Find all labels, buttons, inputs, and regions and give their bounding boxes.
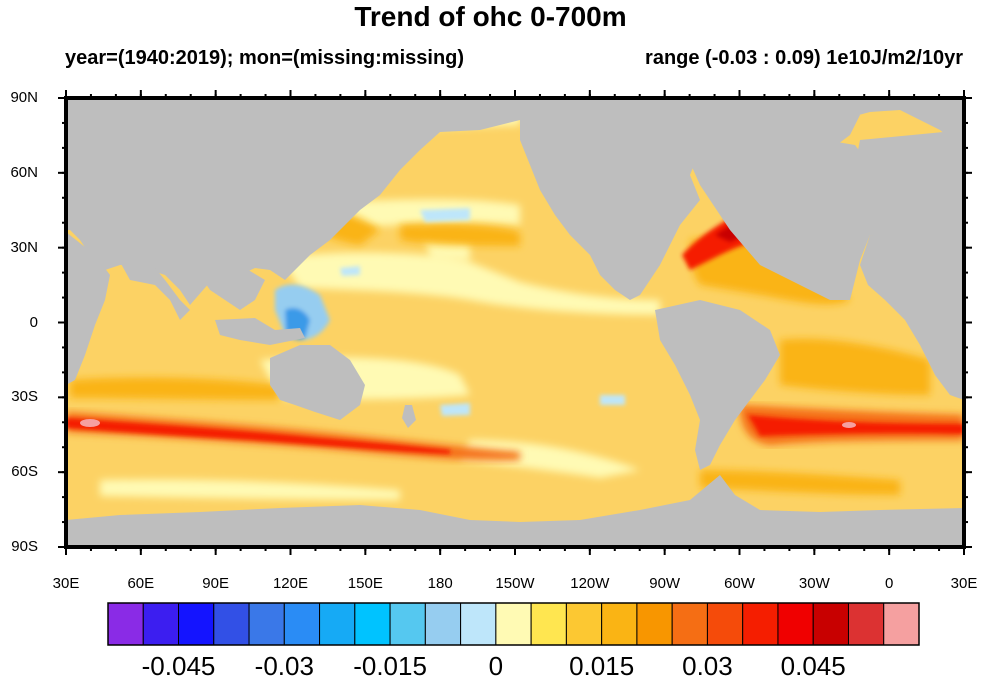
land-europe [855, 130, 964, 235]
lon-tick-label: 30W [798, 575, 830, 592]
land-north-america [520, 98, 760, 300]
land-africa [860, 235, 964, 400]
colorbar-swatch [636, 602, 673, 646]
land-indonesia [215, 318, 305, 345]
lat-tick-label: 60S [11, 463, 38, 481]
hotspot-indian-ocean [80, 419, 100, 427]
colorbar-label: -0.045 [141, 651, 216, 681]
land-australia [270, 345, 365, 420]
colorbar-label: 0.045 [780, 651, 846, 681]
colorbar-swatch [178, 602, 215, 646]
subtitle-right: range (-0.03 : 0.09) 1e10J/m2/10yr [645, 47, 963, 69]
lat-tick-label: 30S [11, 388, 38, 406]
colorbar-swatch [107, 602, 144, 646]
colorbar-swatch [883, 602, 920, 646]
lon-tick-label: 90E [202, 575, 229, 592]
lon-tick-label: 150E [347, 575, 383, 592]
colorbar-swatch [742, 602, 779, 646]
colorbar-swatch [601, 602, 638, 646]
colorbar-swatch [495, 602, 532, 646]
lon-tick-label: 30E [950, 575, 978, 592]
hotspot-south-atlantic [842, 422, 856, 428]
colorbar-swatch [530, 602, 567, 646]
colorbar-swatch [565, 602, 603, 646]
lat-tick-label: 90S [11, 538, 38, 555]
land-antarctica [66, 475, 964, 547]
land-masses [66, 98, 964, 547]
lon-tick-label: 180 [427, 575, 453, 592]
colorbar-swatch [812, 602, 849, 646]
lat-tick-label: 90N [10, 89, 38, 106]
colorbar-swatch [389, 602, 426, 646]
land-greenland [760, 100, 860, 155]
lon-tick-label: 150W [495, 575, 535, 592]
lat-tick-label: 30N [10, 238, 38, 256]
colorbar-label: -0.03 [254, 651, 314, 681]
colorbar-swatch [354, 602, 391, 646]
colorbar-swatch [706, 602, 744, 646]
lon-tick-label: 120W [570, 575, 610, 592]
colorbar-swatch [671, 602, 708, 646]
land-south-america [655, 300, 780, 470]
lon-tick-label: 120E [272, 575, 309, 592]
axis-ticks [58, 90, 972, 555]
colorbar-swatch [319, 602, 356, 646]
lon-tick-label: 90W [649, 575, 681, 592]
lat-tick-label: 60N [10, 163, 38, 181]
plot-title: Trend of ohc 0-700m [354, 1, 627, 32]
southern-ocean-band [66, 405, 964, 461]
colorbar-swatch [248, 602, 285, 646]
land-africa-east [66, 232, 110, 385]
colorbar-swatch [847, 602, 885, 646]
colorbar-swatch [777, 602, 814, 646]
lon-tick-label: 0 [884, 575, 894, 592]
colorbar-swatch [283, 602, 321, 646]
colorbar-label: 0.015 [569, 651, 635, 681]
colorbar-swatch [213, 602, 250, 646]
subtitle-left: year=(1940:2019); mon=(missing:missing) [65, 47, 465, 69]
colorbar-label: 0 [488, 651, 504, 681]
land-eurasia [66, 98, 964, 305]
colorbar [107, 602, 920, 646]
map-panel [66, 98, 964, 547]
lon-tick-label: 60W [724, 575, 755, 592]
lon-tick-label: 60E [127, 575, 155, 592]
colorbar-swatch [142, 602, 180, 646]
colorbar-swatch [460, 602, 497, 646]
land-india [120, 262, 190, 320]
colorbar-swatch [424, 602, 462, 646]
lat-tick-label: 0 [29, 313, 38, 331]
land-se-asia [195, 265, 265, 310]
colorbar-label: 0.03 [682, 651, 733, 681]
colorbar-frame [107, 602, 920, 646]
lon-tick-label: 30E [52, 575, 80, 592]
colorbar-label: -0.015 [353, 651, 427, 681]
land-new-zealand [402, 405, 416, 428]
